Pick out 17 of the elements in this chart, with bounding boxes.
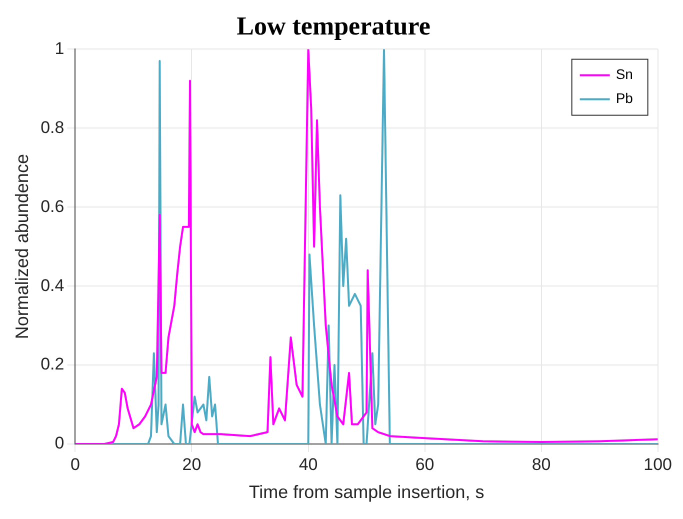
x-tick-label: 60 — [415, 454, 434, 474]
x-tick-label: 0 — [70, 454, 80, 474]
y-tick-label: 0.8 — [40, 118, 64, 137]
x-tick-label: 40 — [298, 454, 318, 474]
y-tick-label: 0.6 — [40, 196, 64, 216]
x-tick-label: 20 — [182, 454, 202, 474]
y-tick-label: 0.2 — [40, 354, 64, 374]
x-tick-label: 100 — [644, 454, 672, 474]
x-tick-label: 80 — [532, 454, 551, 474]
legend-label: Sn — [616, 66, 633, 82]
legend-label: Pb — [616, 90, 634, 106]
chart-title: Low temperature — [236, 11, 430, 40]
y-tick-label: 0 — [54, 434, 64, 453]
y-axis-title: Normalized abundence — [12, 154, 32, 340]
y-tick-label: 1 — [54, 38, 64, 58]
y-tick-label: 0.4 — [40, 276, 64, 295]
x-axis-title: Time from sample insertion, s — [248, 482, 484, 502]
